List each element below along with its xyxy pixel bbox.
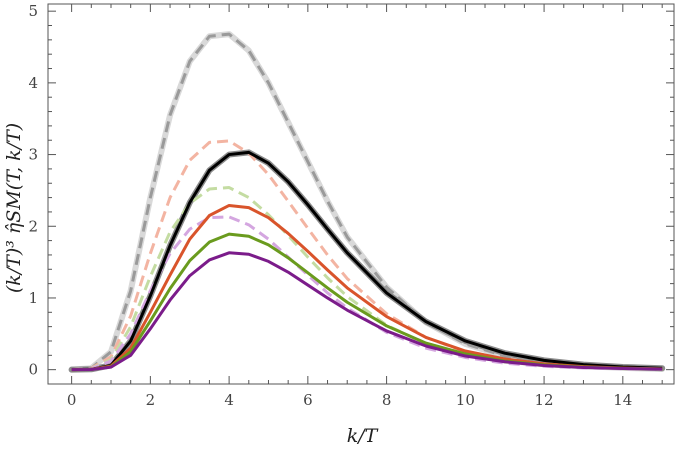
y-tick-label: 2 (28, 217, 38, 235)
x-tick-label: 14 (613, 391, 632, 409)
x-tick-label: 10 (456, 391, 475, 409)
series-line-7 (71, 251, 663, 372)
plot-frame (47, 3, 675, 385)
series-lines (71, 32, 663, 372)
x-tick-label: 12 (535, 391, 554, 409)
y-tick-label: 5 (28, 2, 38, 20)
y-tick-label: 0 (28, 361, 38, 379)
x-tick-label: 2 (146, 391, 156, 409)
x-axis-label: k/T (347, 425, 379, 447)
x-tick-label: 4 (224, 391, 234, 409)
y-axis-label: (k/T)³ η̂SM(T, k/T) (3, 123, 25, 293)
x-tick-label: 6 (303, 391, 313, 409)
y-tick-label: 1 (28, 289, 38, 307)
x-tick-label: 0 (67, 391, 77, 409)
x-tick-label: 8 (382, 391, 392, 409)
y-tick-label: 3 (28, 146, 38, 164)
series-line-4 (71, 150, 663, 372)
series-line-0 (71, 32, 663, 372)
axis-ticks (48, 4, 674, 384)
series-line-5 (71, 203, 663, 372)
y-tick-label: 4 (28, 74, 38, 92)
